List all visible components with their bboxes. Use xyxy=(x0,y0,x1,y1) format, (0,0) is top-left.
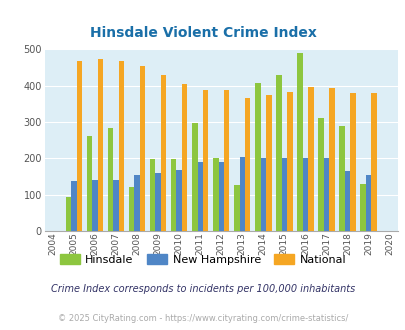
Bar xyxy=(113,180,119,231)
Bar xyxy=(197,162,202,231)
Bar xyxy=(302,158,307,231)
Bar xyxy=(328,88,334,231)
Bar xyxy=(87,136,92,231)
Bar xyxy=(370,93,376,231)
Bar xyxy=(281,158,286,231)
Bar xyxy=(286,92,292,231)
Bar xyxy=(171,159,176,231)
Bar xyxy=(202,90,208,231)
Bar xyxy=(365,176,370,231)
Bar xyxy=(349,93,355,231)
Bar xyxy=(265,94,271,231)
Bar xyxy=(108,127,113,231)
Bar xyxy=(119,61,124,231)
Bar xyxy=(275,75,281,231)
Bar xyxy=(176,170,181,231)
Bar xyxy=(155,173,160,231)
Bar xyxy=(239,157,245,231)
Bar xyxy=(234,184,239,231)
Bar xyxy=(318,118,323,231)
Legend: Hinsdale, New Hampshire, National: Hinsdale, New Hampshire, National xyxy=(55,250,350,269)
Text: © 2025 CityRating.com - https://www.cityrating.com/crime-statistics/: © 2025 CityRating.com - https://www.city… xyxy=(58,314,347,323)
Bar xyxy=(192,123,197,231)
Bar xyxy=(181,84,187,231)
Bar xyxy=(71,181,77,231)
Bar xyxy=(134,175,140,231)
Bar xyxy=(344,171,349,231)
Bar xyxy=(296,53,302,231)
Bar xyxy=(218,162,224,231)
Bar xyxy=(323,158,328,231)
Bar xyxy=(140,66,145,231)
Bar xyxy=(307,86,313,231)
Bar xyxy=(245,98,250,231)
Bar xyxy=(129,187,134,231)
Bar xyxy=(339,126,344,231)
Bar xyxy=(254,83,260,231)
Bar xyxy=(260,158,265,231)
Bar xyxy=(224,90,229,231)
Bar xyxy=(98,59,103,231)
Bar xyxy=(66,196,71,231)
Bar xyxy=(213,158,218,231)
Bar xyxy=(92,180,98,231)
Text: Hinsdale Violent Crime Index: Hinsdale Violent Crime Index xyxy=(90,26,315,40)
Bar xyxy=(77,61,82,231)
Bar xyxy=(160,75,166,231)
Bar xyxy=(149,159,155,231)
Text: Crime Index corresponds to incidents per 100,000 inhabitants: Crime Index corresponds to incidents per… xyxy=(51,284,354,294)
Bar xyxy=(359,184,365,231)
